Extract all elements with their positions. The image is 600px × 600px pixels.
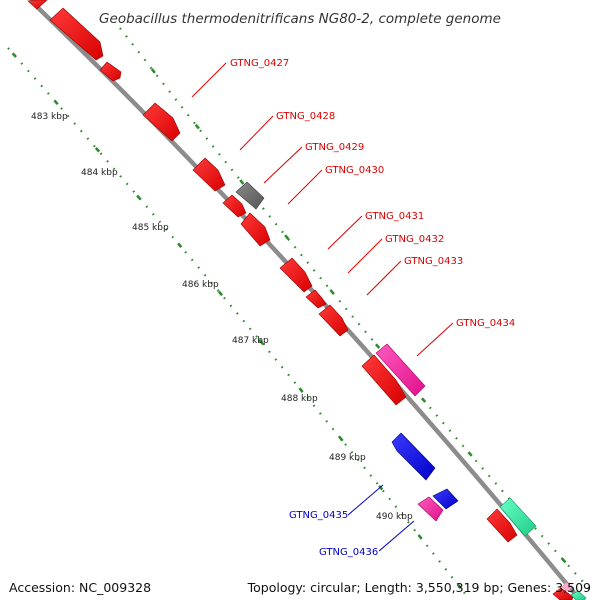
leader-line-gtng-0433 [366, 260, 402, 296]
leader-line-gtng-0428 [239, 115, 274, 151]
leader-lines [191, 62, 454, 552]
gene-label: GTNG_0436 [319, 547, 378, 558]
tick-label: 484 kbp [81, 168, 118, 178]
gene-label: GTNG_0428 [276, 111, 335, 122]
reverse-genes [391, 432, 459, 510]
gene-block-gtng-0427 [99, 61, 122, 82]
tick-label: 485 kbp [132, 223, 169, 233]
gene-block-corner-red [552, 587, 574, 600]
gene-block-gtng-0433b [318, 304, 349, 337]
leader-line-gtng-0429 [263, 146, 303, 184]
tick-label: 487 kbp [232, 336, 269, 346]
gene-block-gtng-0433a [305, 289, 327, 309]
trna-block-corner [570, 590, 587, 600]
gene-block-gtng-0431a [222, 194, 247, 218]
map-title: Geobacillus thermodenitrificans NG80-2, … [99, 11, 501, 27]
gene-block-gtng-0432 [279, 257, 313, 293]
gene-block-gtng-0435 [391, 432, 436, 481]
gene-block-gtng-0429 [192, 157, 226, 192]
gene-label: GTNG_0431 [365, 211, 424, 222]
gene-labels: GTNG_0427 GTNG_0428 GTNG_0429 GTNG_0430 … [230, 58, 515, 558]
leader-line-gtng-0436 [378, 520, 415, 552]
gene-label: GTNG_0429 [305, 142, 364, 153]
leader-line-gtng-0427 [191, 62, 227, 98]
gene-label: GTNG_0430 [325, 165, 384, 176]
gene-label: GTNG_0432 [385, 234, 444, 245]
leader-line-gtng-0431 [327, 215, 363, 250]
leader-line-gtng-0435 [347, 484, 384, 516]
gene-label: GTNG_0435 [289, 510, 348, 521]
gene-label: GTNG_0434 [456, 318, 515, 329]
accession-text: Accession: NC_009328 [9, 580, 152, 595]
gene-label: GTNG_0427 [230, 58, 289, 69]
gene-block-gtng-0430-gray [235, 181, 265, 210]
rna-features [375, 343, 444, 522]
leader-line-gtng-0430 [287, 169, 323, 205]
tick-label: 483 kbp [31, 112, 68, 122]
gene-block-top-left [27, 0, 48, 10]
forward-genes [27, 0, 574, 600]
tick-label: 486 kbp [182, 280, 219, 290]
outer-dotted-track [119, 27, 593, 593]
pink-block-corner [561, 581, 573, 593]
gene-block-gtng-0428 [142, 102, 181, 142]
leader-line-gtng-0432 [347, 238, 383, 274]
gene-block-gtng-0426 [49, 7, 104, 61]
gene-block-gtng-0434-red [361, 354, 407, 406]
rna-block-gtng-0434 [375, 343, 426, 397]
topology-text: Topology: circular; Length: 3,550,319 bp… [247, 580, 591, 595]
tick-label: 488 kbp [281, 394, 318, 404]
gene-block-bottom-right-red [486, 508, 518, 543]
leader-line-gtng-0434 [416, 322, 454, 357]
rna-block-gtng-0436 [417, 496, 444, 522]
tick-label: 489 kbp [329, 453, 366, 463]
gene-block-gtng-0431b [240, 212, 271, 247]
tick-labels: 483 kbp 484 kbp 485 kbp 486 kbp 487 kbp … [31, 112, 413, 522]
outer-track-ticks [118, 27, 593, 593]
trna-block-bottom-right [499, 497, 537, 537]
tick-label: 490 kbp [376, 512, 413, 522]
gene-block-gtng-0436-blue [432, 488, 459, 510]
gene-label: GTNG_0433 [404, 256, 463, 267]
